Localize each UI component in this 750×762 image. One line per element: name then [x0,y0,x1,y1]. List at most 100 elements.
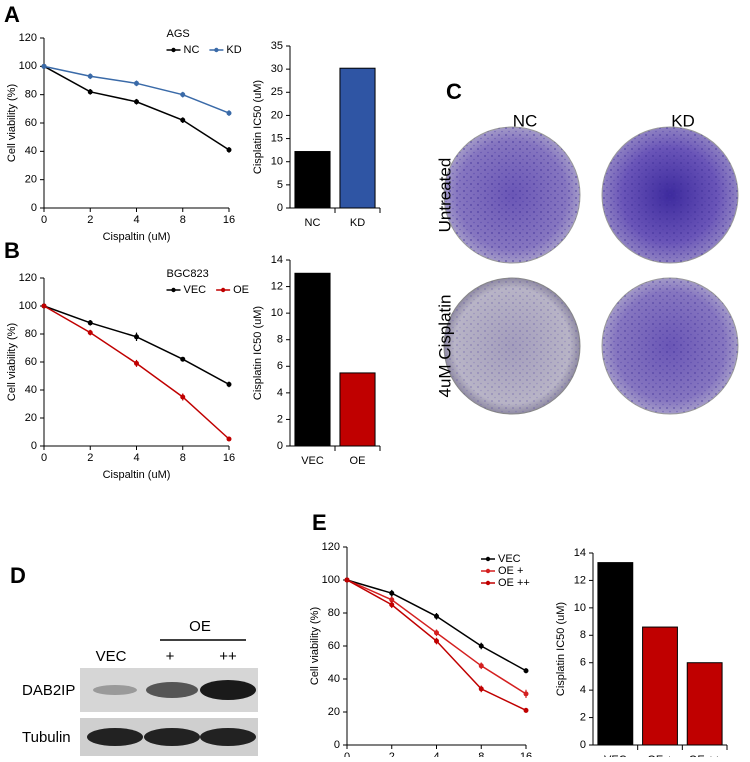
y-tick-label: 35 [271,40,283,52]
point [478,686,484,692]
y-tick-label: 4 [277,387,283,399]
x-tick-label: 0 [41,214,47,226]
y-tick-label: 100 [19,300,37,312]
point [344,577,350,583]
y-tick-label: 120 [19,32,37,44]
y-tick-label: 20 [25,174,37,186]
point [226,110,232,116]
y-axis-label: Cell viability (%) [309,607,321,685]
x-tick-label: VEC [301,455,324,467]
point [87,320,93,326]
point [87,89,93,95]
colony-row: 4uM Cisplatin [435,295,454,398]
point [180,92,186,98]
point [41,63,47,69]
legend-swatch [171,287,176,293]
y-tick-label: 0 [31,440,37,452]
legend-swatch [214,47,219,53]
point [523,691,529,697]
bar [686,662,723,746]
y-tick-label: 80 [25,328,37,340]
y-tick-label: 5 [277,179,283,191]
y-tick-label: 14 [271,254,283,266]
legend-swatch [220,287,226,293]
legend-swatch [485,580,491,586]
bar [339,372,376,447]
chart-title: BGC823 [167,268,209,280]
x-tick-label: 4 [133,214,139,226]
x-tick-label: 16 [223,452,235,464]
x-tick-label: 8 [180,452,186,464]
point [389,590,395,596]
point [134,334,139,340]
point [87,330,93,336]
legend-label: OE + [498,565,523,577]
point [180,394,186,400]
bar [339,67,376,209]
panel-label: A [4,2,20,27]
y-tick-label: 0 [31,202,37,214]
y-tick-label: 25 [271,86,283,98]
colony-row: Untreated [435,158,454,233]
panel-label: E [312,510,327,535]
blot-group: OE [189,618,211,635]
colony-column: NC [513,111,538,130]
y-tick-label: 20 [328,706,340,718]
x-tick-label: 2 [87,452,93,464]
blot-lane: ++ [219,648,237,665]
y-axis-label: Cisplatin IC50 (uM) [555,602,567,696]
bar [642,626,678,746]
y-tick-label: 12 [574,574,586,586]
y-tick-label: 0 [277,202,283,214]
point [87,73,93,79]
y-tick-label: 2 [277,413,283,425]
y-tick-label: 2 [580,711,586,723]
legend-label: OE [233,284,249,296]
series-line [346,579,527,712]
y-tick-label: 4 [580,684,586,696]
point [180,356,186,362]
y-tick-label: 80 [25,89,37,101]
legend-label: VEC [184,284,207,296]
x-tick-label: 8 [180,214,186,226]
point [523,707,529,713]
blot-lane: VEC [96,648,127,665]
point [478,643,484,649]
y-tick-label: 30 [271,63,283,75]
legend-swatch [485,568,491,574]
y-tick-label: 120 [19,272,37,284]
y-tick-label: 10 [271,156,283,168]
x-tick-label: OE [350,455,366,467]
legend-label: VEC [498,553,521,565]
series-line [43,305,230,440]
legend-label: KD [226,44,241,56]
chart-title: AGS [167,28,190,40]
x-tick-label: 16 [223,214,235,226]
x-tick-label: 2 [389,751,395,757]
y-tick-label: 40 [328,673,340,685]
blot-lane: + [166,648,175,665]
x-tick-label: NC [305,217,321,229]
y-tick-label: 0 [580,739,586,751]
point [226,147,232,153]
point [226,436,232,442]
series-line [43,65,230,114]
point [180,117,186,123]
y-tick-label: 8 [580,629,586,641]
y-tick-label: 20 [25,412,37,424]
y-tick-label: 14 [574,547,586,559]
y-tick-label: 6 [580,657,586,669]
y-axis-label: Cisplatin IC50 (uM) [252,306,264,400]
y-tick-label: 10 [574,602,586,614]
y-tick-label: 0 [277,440,283,452]
y-tick-label: 8 [277,334,283,346]
bar [294,272,331,447]
y-axis-label: Cell viability (%) [6,84,18,162]
blot-row: Tubulin [22,729,71,746]
series-line [346,579,527,695]
panel-label: B [4,238,20,263]
y-tick-label: 12 [271,280,283,292]
point [389,597,395,603]
x-tick-label: 0 [41,452,47,464]
